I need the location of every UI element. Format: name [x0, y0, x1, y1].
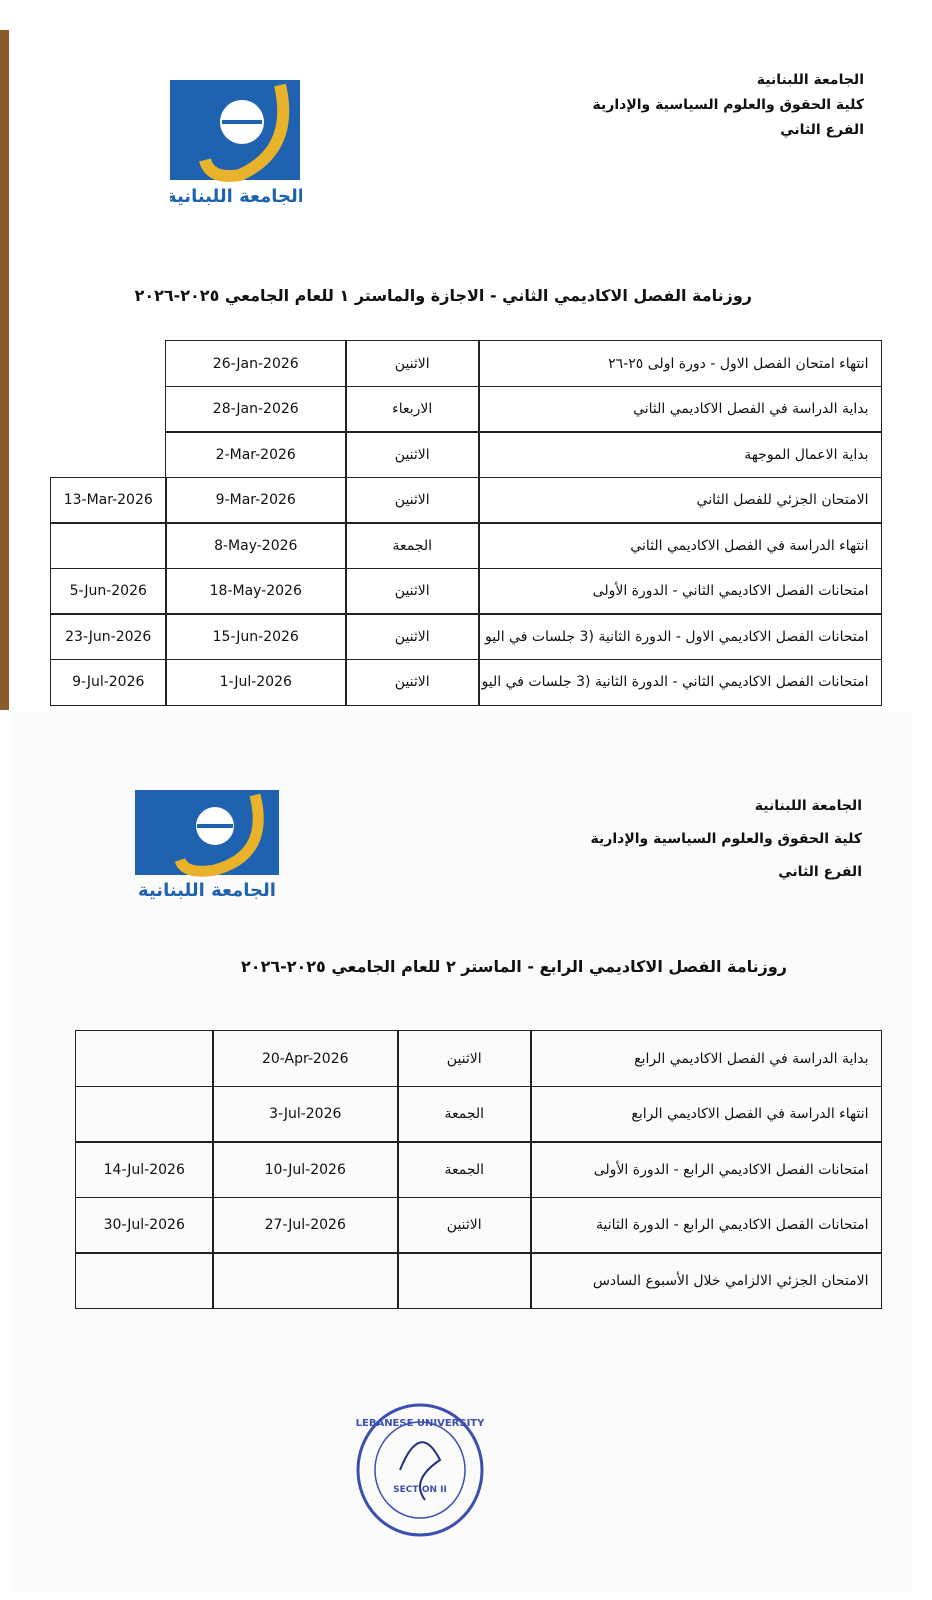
- cell-start: 2-Mar-2026: [165, 431, 347, 478]
- cell-start: 15-Jun-2026: [165, 613, 347, 660]
- cell-start: 9-Mar-2026: [165, 476, 347, 524]
- cell-event: الامتحان الجزئي الالزامي خلال الأسبوع ال…: [530, 1252, 882, 1309]
- cell-start: 28-Jan-2026: [165, 385, 347, 433]
- cell-event: بداية الدراسة في الفصل الاكاديمي الثاني: [478, 385, 882, 433]
- cell-day: الاثنين: [397, 1030, 532, 1087]
- cell-start: 27-Jul-2026: [212, 1196, 399, 1254]
- header-university: الجامعة اللبنانية: [756, 72, 864, 88]
- cell-event: انتهاء امتحان الفصل الاول - دورة اولى ٢٥…: [478, 340, 882, 387]
- cell-day: الاثنين: [345, 567, 480, 615]
- cell-end: 9-Jul-2026: [50, 658, 167, 706]
- cell-event: امتحانات الفصل الاكاديمي الثاني - الدورة…: [478, 658, 882, 706]
- cell-end: [75, 1252, 214, 1309]
- official-stamp: LEBANESE UNIVERSITY SECTION II: [356, 1403, 486, 1537]
- cell-start: [212, 1252, 399, 1309]
- cell-day: الاثنين: [345, 476, 480, 524]
- cell-event: بداية الاعمال الموجهة: [478, 431, 882, 478]
- cell-day: الاثنين: [345, 613, 480, 660]
- cell-start: 1-Jul-2026: [165, 658, 347, 706]
- cell-event: امتحانات الفصل الاكاديمي الاول - الدورة …: [478, 613, 882, 660]
- cell-end: [50, 522, 167, 569]
- cell-event: امتحانات الفصل الاكاديمي الثاني - الدورة…: [478, 567, 882, 615]
- header-2: الجامعة اللبنانية كلية الحقوق والعلوم ال…: [591, 790, 862, 889]
- cell-start: 26-Jan-2026: [165, 340, 347, 387]
- cell-event: بداية الدراسة في الفصل الاكاديمي الرابع: [530, 1030, 882, 1087]
- cell-day: الاثنين: [397, 1196, 532, 1254]
- cell-day: الاثنين: [345, 431, 480, 478]
- cell-end: [75, 1085, 214, 1143]
- cell-day: [397, 1252, 532, 1309]
- cell-end: 23-Jun-2026: [50, 613, 167, 660]
- cell-start: 18-May-2026: [165, 567, 347, 615]
- cell-end: [75, 1030, 214, 1087]
- cell-end: 30-Jul-2026: [75, 1196, 214, 1254]
- cell-start: 3-Jul-2026: [212, 1085, 399, 1143]
- cell-start: 8-May-2026: [165, 522, 347, 569]
- university-logo: الجامعة اللبنانية: [135, 790, 279, 901]
- university-logo: الجامعة اللبنانية: [170, 80, 302, 207]
- title-1: روزنامة الفصل الاكاديمي الثاني - الاجازة…: [134, 286, 752, 305]
- header-branch: الفرع الثاني: [780, 122, 864, 138]
- cell-end: 13-Mar-2026: [50, 476, 167, 524]
- cell-day: الجمعة: [397, 1141, 532, 1198]
- header-university: الجامعة اللبنانية: [754, 798, 862, 814]
- title-2: روزنامة الفصل الاكاديمي الرابع - الماستر…: [241, 957, 787, 976]
- svg-text:الجامعة اللبنانية: الجامعة اللبنانية: [170, 186, 302, 207]
- cell-day: الاربعاء: [345, 385, 480, 433]
- cell-start: 10-Jul-2026: [212, 1141, 399, 1198]
- header-1: الجامعة اللبنانية كلية الحقوق والعلوم ال…: [593, 68, 864, 143]
- cell-day: الجمعة: [397, 1085, 532, 1143]
- cell-event: انتهاء الدراسة في الفصل الاكاديمي الثاني: [478, 522, 882, 569]
- cell-event: الامتحان الجزئي للفصل الثاني: [478, 476, 882, 524]
- cell-event: انتهاء الدراسة في الفصل الاكاديمي الرابع: [530, 1085, 882, 1143]
- paper-edge: [0, 30, 9, 710]
- header-faculty: كلية الحقوق والعلوم السياسية والإدارية: [590, 831, 862, 847]
- cell-end: 14-Jul-2026: [75, 1141, 214, 1198]
- header-branch: الفرع الثاني: [778, 864, 862, 880]
- cell-end: 5-Jun-2026: [50, 567, 167, 615]
- cell-event: امتحانات الفصل الاكاديمي الرابع - الدورة…: [530, 1196, 882, 1254]
- cell-day: الاثنين: [345, 340, 480, 387]
- svg-text:الجامعة اللبنانية: الجامعة اللبنانية: [138, 880, 276, 901]
- cell-start: 20-Apr-2026: [212, 1030, 399, 1087]
- cell-day: الجمعة: [345, 522, 480, 569]
- cell-day: الاثنين: [345, 658, 480, 706]
- cell-event: امتحانات الفصل الاكاديمي الرابع - الدورة…: [530, 1141, 882, 1198]
- svg-text:LEBANESE UNIVERSITY: LEBANESE UNIVERSITY: [356, 1418, 486, 1429]
- header-faculty: كلية الحقوق والعلوم السياسية والإدارية: [592, 97, 864, 113]
